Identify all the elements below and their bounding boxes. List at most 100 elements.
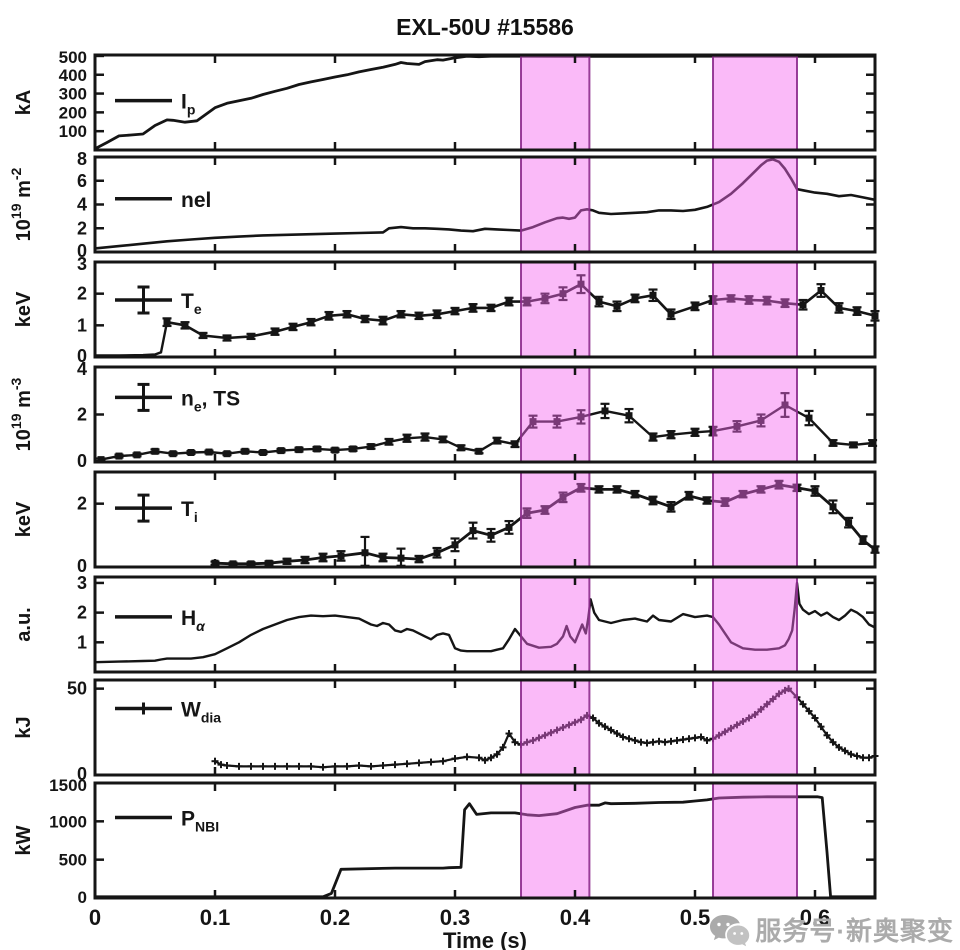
- watermark-text: 服务号·新奥聚变: [755, 916, 954, 946]
- wdia-data: [211, 685, 879, 771]
- highlight-band-1: [521, 367, 590, 462]
- svg-text:0.1: 0.1: [200, 905, 231, 930]
- highlight-band-2: [713, 577, 797, 672]
- svg-text:kA: kA: [13, 90, 35, 116]
- pnbi-curve: [95, 795, 875, 899]
- svg-text:0.2: 0.2: [320, 905, 351, 930]
- svg-text:2: 2: [77, 284, 87, 304]
- svg-text:4: 4: [77, 195, 87, 215]
- nel-data: [94, 158, 876, 250]
- svg-text:kW: kW: [13, 825, 35, 855]
- svg-text:1: 1: [77, 315, 87, 335]
- svg-text:0: 0: [77, 556, 87, 576]
- svg-text:500: 500: [59, 851, 87, 870]
- svg-text:0.5: 0.5: [680, 905, 711, 930]
- ip-legend: Ip: [115, 91, 195, 118]
- svg-text:Wdia: Wdia: [181, 699, 221, 726]
- nel-curve: [94, 158, 876, 250]
- highlight-band-2: [713, 262, 797, 357]
- x-axis: 0 0.1 0.2 0.3 0.4 0.5 0.6 Time (s): [89, 905, 830, 950]
- svg-text:200: 200: [59, 103, 87, 122]
- halpha-legend: Hα: [115, 607, 206, 634]
- wdia-border: [93, 678, 877, 777]
- wechat-icon: [710, 914, 750, 946]
- svg-text:PNBI: PNBI: [181, 808, 219, 835]
- nel-legend: nel: [115, 189, 211, 212]
- svg-text:0.3: 0.3: [440, 905, 471, 930]
- panel-nets: 0 2 4 1019 m-3 ne, TS: [8, 359, 878, 471]
- panel-te: 0 1 2 3 keV Te: [13, 254, 880, 366]
- svg-text:50: 50: [67, 679, 87, 699]
- svg-text:2: 2: [77, 218, 87, 238]
- ip-border: [93, 53, 877, 152]
- svg-text:ne, TS: ne, TS: [181, 387, 240, 414]
- panel-pnbi: 0 500 1000 1500 kW PNBI: [13, 776, 877, 907]
- highlight-band-2: [713, 783, 797, 898]
- highlight-band-1: [521, 783, 590, 898]
- highlight-band-1: [521, 262, 590, 357]
- svg-text:keV: keV: [13, 501, 35, 537]
- ti-legend: Ti: [115, 493, 198, 525]
- highlight-band-1: [521, 55, 590, 150]
- highlight-band-2: [713, 680, 797, 775]
- svg-text:0.4: 0.4: [560, 905, 591, 930]
- svg-text:8: 8: [77, 149, 87, 169]
- svg-text:Ip: Ip: [181, 91, 195, 118]
- svg-text:2: 2: [77, 603, 87, 623]
- highlight-band-2: [713, 55, 797, 150]
- svg-text:0: 0: [77, 346, 87, 366]
- svg-text:3: 3: [77, 573, 87, 593]
- te-legend: Te: [115, 285, 202, 317]
- highlight-band-1: [521, 472, 590, 567]
- panel-halpha: 1 2 3 a.u. Hα: [13, 573, 877, 674]
- svg-text:400: 400: [59, 66, 87, 85]
- ti-data: [210, 479, 880, 568]
- svg-text:Hα: Hα: [181, 607, 206, 634]
- svg-text:Time (s): Time (s): [443, 928, 527, 950]
- highlight-band-2: [713, 157, 797, 252]
- nets-curve: [100, 403, 873, 461]
- svg-text:4: 4: [77, 359, 87, 379]
- panel-ti: 0 2 keV Ti: [13, 470, 880, 576]
- svg-text:300: 300: [59, 85, 87, 104]
- wdia-legend: Wdia: [115, 699, 221, 726]
- svg-text:100: 100: [59, 122, 87, 141]
- svg-text:3: 3: [77, 254, 87, 274]
- svg-text:2: 2: [77, 494, 87, 514]
- svg-text:0: 0: [77, 764, 87, 784]
- svg-text:1500: 1500: [49, 776, 87, 795]
- te-data: [95, 274, 880, 357]
- svg-text:0.6: 0.6: [800, 905, 831, 930]
- watermark: 服务号·新奥聚变: [708, 911, 954, 948]
- svg-text:kJ: kJ: [13, 716, 35, 738]
- nets-legend: ne, TS: [115, 382, 240, 414]
- highlight-band-1: [521, 680, 590, 775]
- halpha-data: [94, 581, 876, 664]
- svg-text:0: 0: [77, 451, 87, 471]
- halpha-border: [93, 575, 877, 674]
- svg-text:2: 2: [77, 405, 87, 425]
- pnbi-border: [93, 781, 877, 900]
- te-border: [93, 260, 877, 359]
- svg-text:1019 m-2: 1019 m-2: [8, 167, 35, 241]
- highlight-band-2: [713, 367, 797, 462]
- panel-nel: 0 2 4 68 1019 m-2 nel: [8, 149, 877, 261]
- svg-text:1000: 1000: [49, 812, 87, 831]
- svg-text:Te: Te: [181, 290, 202, 317]
- svg-text:a.u.: a.u.: [13, 607, 35, 641]
- svg-text:500: 500: [59, 48, 87, 67]
- pnbi-legend: PNBI: [115, 808, 219, 835]
- pnbi-data: [95, 795, 875, 899]
- highlight-band-1: [521, 577, 590, 672]
- panel-wdia: 0 50 kJ Wdia: [13, 678, 879, 784]
- halpha-curve: [94, 581, 876, 664]
- highlight-band-1: [521, 157, 590, 252]
- page-title: EXL-50U #15586: [396, 14, 574, 40]
- svg-text:keV: keV: [13, 291, 35, 327]
- svg-text:1019 m-3: 1019 m-3: [8, 377, 35, 451]
- highlight-band-2: [713, 472, 797, 567]
- svg-text:1: 1: [77, 632, 87, 652]
- svg-text:0: 0: [89, 905, 101, 930]
